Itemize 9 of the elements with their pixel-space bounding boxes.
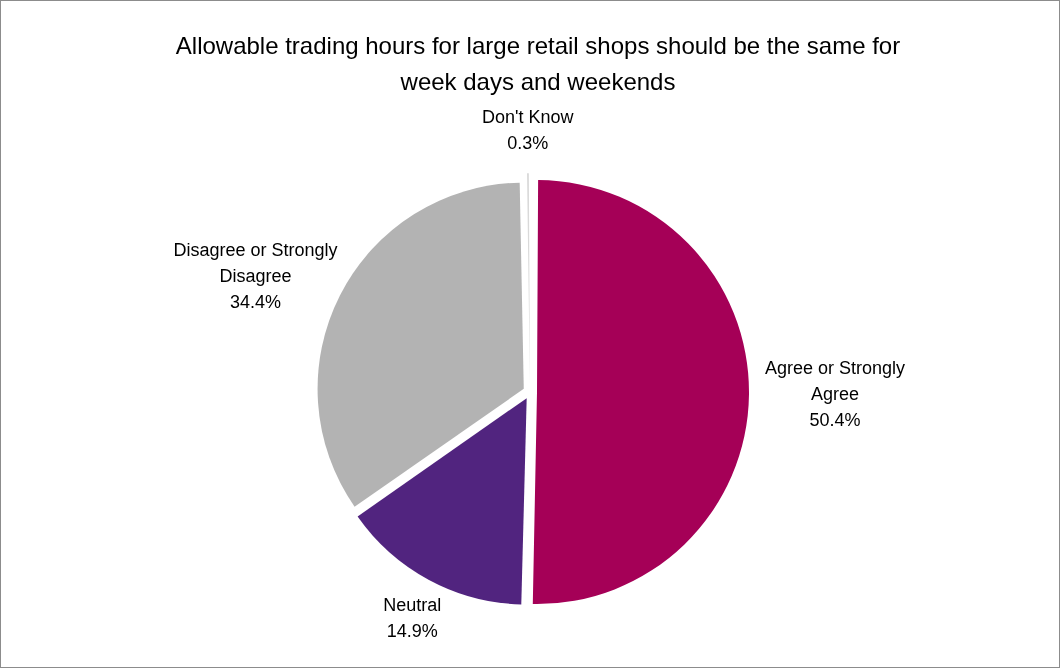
slice-label: Agree or Strongly Agree	[764, 357, 906, 404]
data-label: 50.4%	[809, 409, 861, 430]
data-label: 0.3%	[507, 132, 549, 153]
data-label: 14.9%	[386, 621, 438, 642]
slice-label: Neutral	[383, 595, 442, 616]
data-label: 34.4%	[229, 292, 282, 313]
slice-label: Disagree or Strongly Disagree	[173, 240, 338, 287]
slice-label: Don't Know	[482, 106, 575, 127]
chart-title: Allowable trading hours for large retail shops should be the same for week days and weekends	[175, 31, 901, 95]
